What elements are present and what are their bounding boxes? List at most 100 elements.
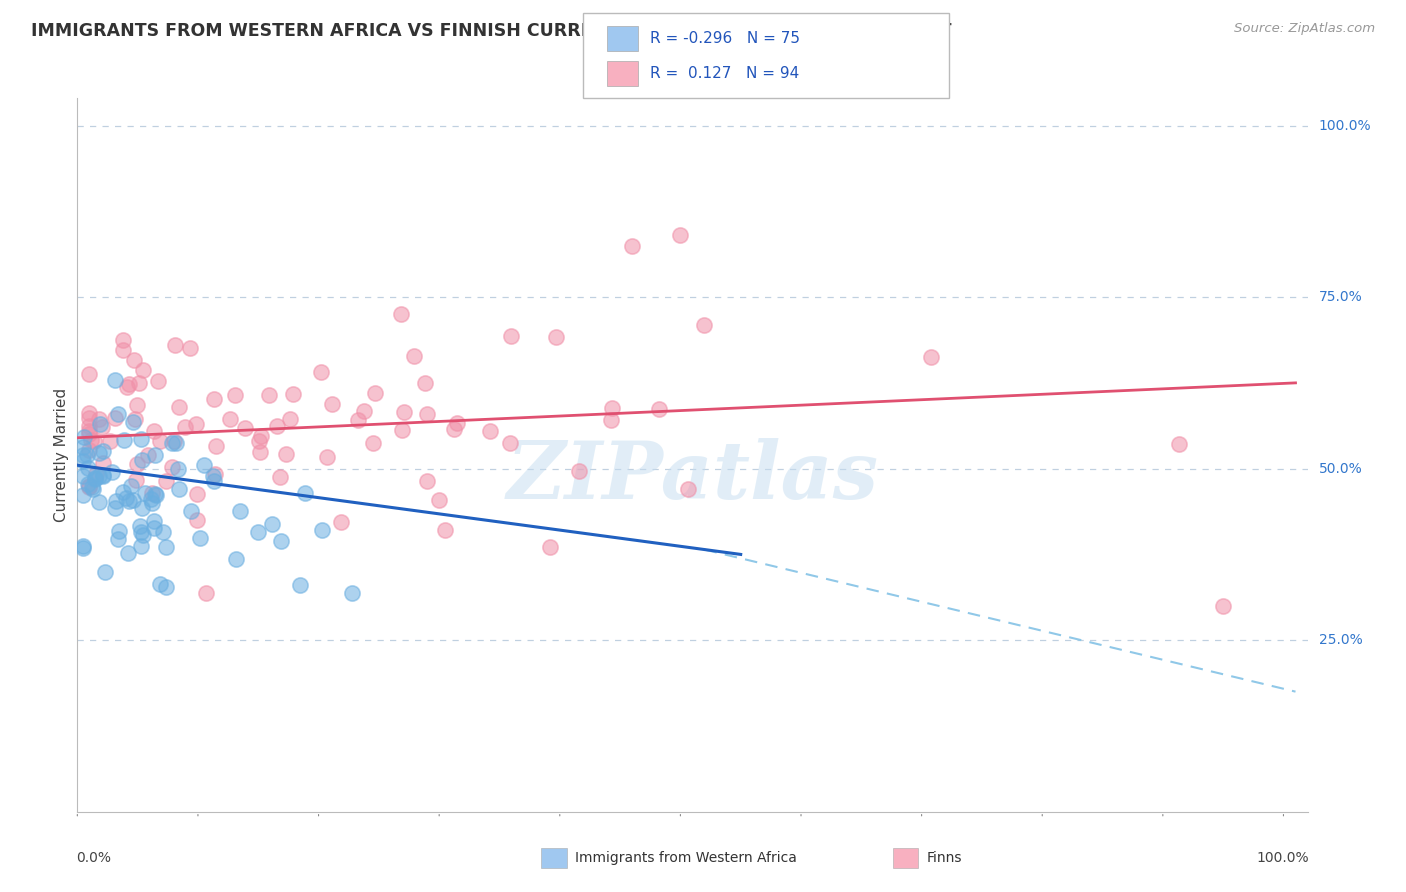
- Point: [235, 420, 257, 434]
- Point: [91, 443, 114, 458]
- Point: [104, 501, 127, 516]
- Point: [167, 482, 190, 496]
- Y-axis label: Currently Married: Currently Married: [53, 388, 69, 522]
- Point: [73, 430, 96, 444]
- Point: [224, 388, 246, 402]
- Point: [163, 434, 186, 448]
- Point: [141, 486, 163, 500]
- Point: [394, 405, 416, 419]
- Point: [91, 469, 114, 483]
- Text: 75.0%: 75.0%: [1319, 290, 1362, 304]
- Point: [1212, 599, 1234, 613]
- Point: [132, 528, 155, 542]
- Point: [269, 469, 291, 483]
- Point: [124, 411, 146, 425]
- Point: [219, 412, 242, 426]
- Point: [143, 487, 166, 501]
- Point: [186, 513, 208, 527]
- Text: 100.0%: 100.0%: [1319, 119, 1371, 133]
- Point: [174, 420, 197, 434]
- Point: [128, 376, 150, 390]
- Point: [112, 485, 135, 500]
- Point: [446, 416, 468, 430]
- Point: [693, 318, 716, 333]
- Point: [270, 534, 292, 549]
- Point: [72, 469, 94, 483]
- Point: [89, 495, 111, 509]
- Point: [186, 487, 208, 501]
- Point: [155, 540, 177, 554]
- Point: [669, 228, 692, 243]
- Point: [107, 532, 129, 546]
- Point: [131, 501, 153, 516]
- Point: [1168, 437, 1191, 451]
- Point: [131, 525, 153, 540]
- Point: [83, 472, 105, 486]
- Point: [340, 586, 363, 600]
- Point: [179, 341, 201, 355]
- Point: [91, 420, 114, 434]
- Point: [107, 407, 129, 421]
- Point: [72, 454, 94, 468]
- Point: [201, 469, 224, 483]
- Point: [79, 424, 101, 438]
- Point: [202, 475, 225, 489]
- Point: [143, 448, 166, 462]
- Point: [94, 566, 117, 580]
- Point: [134, 485, 156, 500]
- Point: [676, 482, 699, 496]
- Point: [499, 436, 522, 450]
- Point: [87, 412, 110, 426]
- Point: [544, 329, 567, 343]
- Point: [149, 576, 172, 591]
- Point: [288, 578, 311, 592]
- Point: [87, 469, 110, 483]
- Point: [103, 411, 125, 425]
- Point: [132, 363, 155, 377]
- Point: [117, 546, 139, 560]
- Point: [257, 388, 280, 402]
- Point: [79, 433, 101, 447]
- Point: [136, 449, 159, 463]
- Point: [427, 492, 450, 507]
- Point: [621, 238, 644, 252]
- Point: [321, 397, 343, 411]
- Point: [139, 492, 162, 507]
- Point: [121, 415, 143, 429]
- Point: [443, 422, 465, 436]
- Point: [600, 401, 623, 415]
- Point: [204, 439, 226, 453]
- Point: [84, 467, 107, 482]
- Point: [402, 350, 425, 364]
- Point: [115, 491, 138, 506]
- Point: [413, 376, 436, 390]
- Point: [112, 343, 135, 358]
- Text: Immigrants from Western Africa: Immigrants from Western Africa: [575, 851, 797, 865]
- Point: [89, 417, 111, 431]
- Point: [76, 477, 98, 491]
- Point: [329, 515, 352, 529]
- Point: [262, 516, 284, 531]
- Point: [501, 328, 523, 343]
- Point: [204, 467, 226, 481]
- Point: [129, 539, 152, 553]
- Point: [391, 423, 413, 437]
- Point: [79, 410, 101, 425]
- Point: [278, 412, 301, 426]
- Point: [415, 407, 437, 421]
- Point: [122, 492, 145, 507]
- Text: 50.0%: 50.0%: [1319, 462, 1362, 475]
- Text: 100.0%: 100.0%: [1256, 851, 1309, 865]
- Point: [228, 504, 250, 518]
- Point: [87, 446, 110, 460]
- Point: [149, 434, 172, 448]
- Point: [120, 478, 142, 492]
- Point: [79, 479, 101, 493]
- Text: ZIPatlas: ZIPatlas: [506, 438, 879, 515]
- Point: [167, 401, 190, 415]
- Point: [129, 433, 152, 447]
- Point: [316, 450, 339, 464]
- Point: [276, 446, 298, 460]
- Point: [416, 474, 439, 488]
- Point: [249, 428, 271, 442]
